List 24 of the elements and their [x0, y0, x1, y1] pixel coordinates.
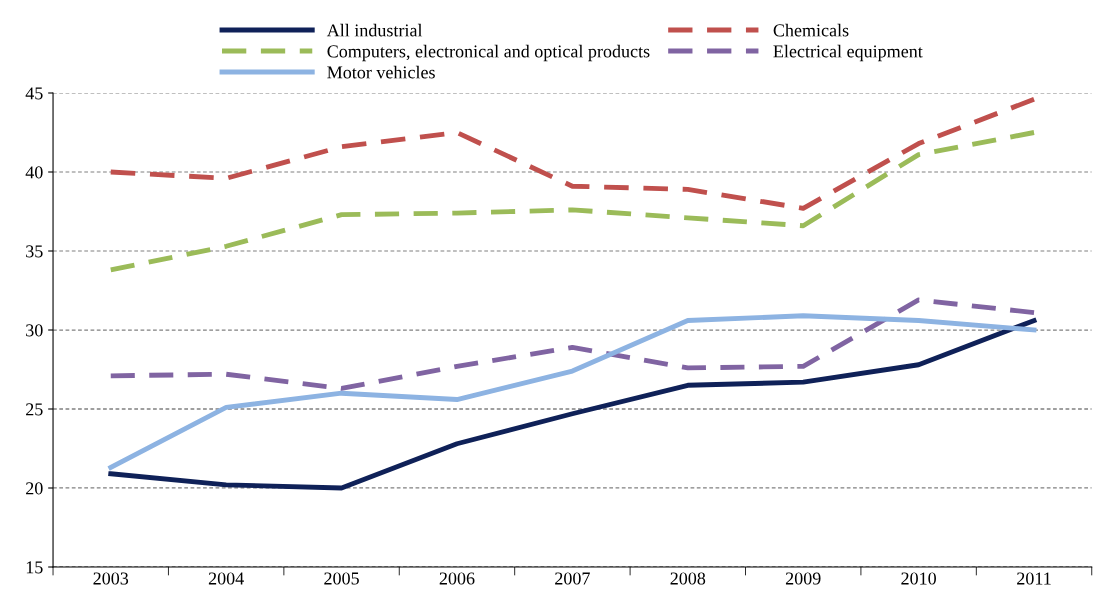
x-tick-label: 2007 [555, 572, 590, 585]
legend-label: All industrial [326, 23, 423, 37]
line-series [108, 96, 1037, 211]
legend-label: Computers, electronical and optical products [327, 44, 650, 62]
y-tick-label: 30 [26, 324, 43, 337]
y-tick-label: 45 [25, 87, 43, 100]
x-tick-label: 2004 [208, 572, 244, 585]
x-tick-label: 2010 [901, 572, 936, 585]
y-tick-label: 15 [26, 561, 43, 574]
x-tick-label: 2006 [439, 572, 475, 585]
legend-label: Motor vehicles [327, 65, 435, 79]
x-tick-label: 2009 [785, 572, 821, 585]
y-tick-label: 40 [25, 166, 43, 179]
line-series [108, 297, 1037, 391]
legend-label: Chemicals [773, 23, 849, 37]
legend-label: Electrical equipment [773, 44, 923, 62]
x-tick-label: 2005 [324, 572, 359, 585]
y-tick-label: 20 [26, 482, 43, 495]
x-tick-label: 2008 [670, 572, 706, 585]
x-tick-label: 2011 [1017, 572, 1051, 585]
y-tick-label: 25 [26, 403, 43, 416]
line-series [108, 130, 1037, 273]
x-tick-label: 2003 [93, 572, 129, 585]
y-tick-label: 35 [26, 245, 43, 258]
